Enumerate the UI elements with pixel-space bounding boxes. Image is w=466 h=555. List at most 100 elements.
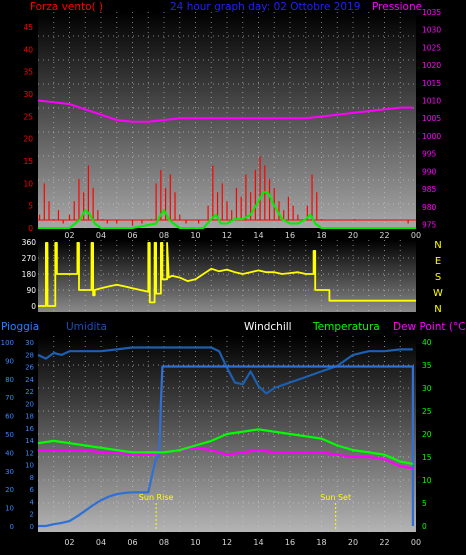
x-tick-label: 18 [316,538,326,547]
x-tick-label: 08 [159,231,169,240]
rain-y-tick: 18 [25,413,34,421]
chart-title: 24 hour graph day: 02 Ottobre 2019 [170,1,361,13]
pressure-y-tick: 990 [422,167,437,176]
x-tick-label: 06 [127,538,137,547]
dewpoint-line [38,446,414,470]
humidity-y-tick: 70 [5,394,14,402]
rain-y-tick: 4 [30,498,35,506]
humidity-y-tick: 20 [5,486,14,494]
wind-y-tick: 15 [23,157,33,166]
x-tick-label: 02 [64,538,74,547]
wind-y-tick: 45 [23,23,33,32]
temperature-line [37,428,414,465]
pressure-y-tick: 1000 [422,132,441,141]
wind-y-tick: 40 [23,45,33,54]
temperature-y-tick: 20 [422,430,432,439]
humidity-y-tick: 30 [5,468,14,476]
wind-unit-text: ( ) [91,1,104,13]
wind-y-tick: 5 [28,202,33,211]
pressure-y-tick: 1005 [422,114,441,123]
x-tick-label: 06 [127,231,137,240]
x-tick-label: 12 [222,538,232,547]
pressure-y-tick: 1035 [422,8,441,17]
temperature-y-tick: 0 [422,522,427,531]
rain-y-tick: 26 [25,364,34,372]
x-tick-label: 16 [285,231,295,240]
gust-line [38,191,416,229]
compass-label: N [434,304,441,315]
x-tick-label: 04 [96,231,106,240]
humidity-y-tick: 80 [5,376,14,384]
pressure-y-tick: 1025 [422,43,441,52]
temperature-y-tick: 5 [422,499,427,508]
humidity-y-tick: 90 [5,357,14,365]
rain-y-tick: 28 [25,351,34,359]
humidity-y-tick: 10 [5,505,14,513]
rain-y-tick: 14 [25,437,34,445]
direction-y-tick: 90 [26,286,36,295]
x-tick-label: 00 [411,538,421,547]
pressure-y-tick: 980 [422,203,437,212]
direction-y-tick: 360 [22,238,37,247]
temperature-y-tick: 10 [422,476,432,485]
pressure-line [37,99,413,123]
rain-y-tick: 20 [25,400,34,408]
humidity-y-tick: 0 [10,523,14,531]
x-tick-label: 04 [96,538,106,547]
sun-event-label: Sun Set [320,493,351,502]
dewpoint-legend: Dew Point (°C) [393,321,466,333]
temperature-legend: Temperatura [313,321,380,333]
rain-line [38,365,414,528]
wind-y-tick: 0 [28,224,33,233]
pressure-y-tick: 1030 [422,26,441,35]
wind-axis-title-text: Forza vento [30,1,92,13]
x-tick-label: 22 [379,538,389,547]
x-tick-label: 20 [348,231,358,240]
rain-axis-title: Pioggia [1,321,40,333]
sun-event-label: Sun Rise [139,493,174,502]
humidity-y-tick: 40 [5,449,14,457]
pressure-y-tick: 1015 [422,79,441,88]
x-tick-label: 18 [316,231,326,240]
pressure-axis-title: Pressione [372,1,423,13]
x-tick-label: 10 [190,231,200,240]
wind-direction-line [38,241,416,307]
x-tick-label: 12 [222,231,232,240]
temperature-y-tick: 15 [422,453,432,462]
windchill-legend: Windchill [244,321,292,333]
direction-y-tick: 0 [31,302,36,311]
temperature-y-tick: 30 [422,384,432,393]
pressure-y-tick: 985 [422,185,437,194]
rain-y-tick: 30 [25,339,34,347]
rain-y-tick: 16 [25,425,34,433]
pressure-y-tick: 975 [422,220,437,229]
direction-y-tick: 180 [22,270,37,279]
compass-label: N [434,240,441,251]
pressure-y-tick: 1010 [422,97,441,106]
wind-pressure-plot-area [38,12,416,228]
compass-label: S [435,272,441,283]
x-tick-label: 20 [348,538,358,547]
rain-y-tick: 8 [30,474,34,482]
wind-axis-title: Forza vento( ) [30,1,103,13]
x-tick-label: 22 [379,231,389,240]
rain-y-tick: 24 [25,376,34,384]
direction-y-tick: 270 [22,254,37,263]
x-tick-label: 02 [64,231,74,240]
x-tick-label: 16 [285,538,295,547]
rain-y-tick: 22 [25,388,34,396]
pressure-y-tick: 995 [422,150,437,159]
compass-label: W [433,288,443,299]
rain-y-tick: 2 [30,511,34,519]
wind-y-tick: 30 [23,90,33,99]
temperature-y-tick: 35 [422,361,432,370]
x-tick-label: 10 [190,538,200,547]
humidity-y-tick: 50 [5,431,14,439]
rain-y-tick: 6 [30,486,35,494]
humidity-y-tick: 60 [5,413,14,421]
rain-y-tick: 0 [30,523,34,531]
temperature-y-tick: 40 [422,338,432,347]
humidity-axis-title: Umidita [66,321,107,333]
wind-y-tick: 20 [23,135,33,144]
